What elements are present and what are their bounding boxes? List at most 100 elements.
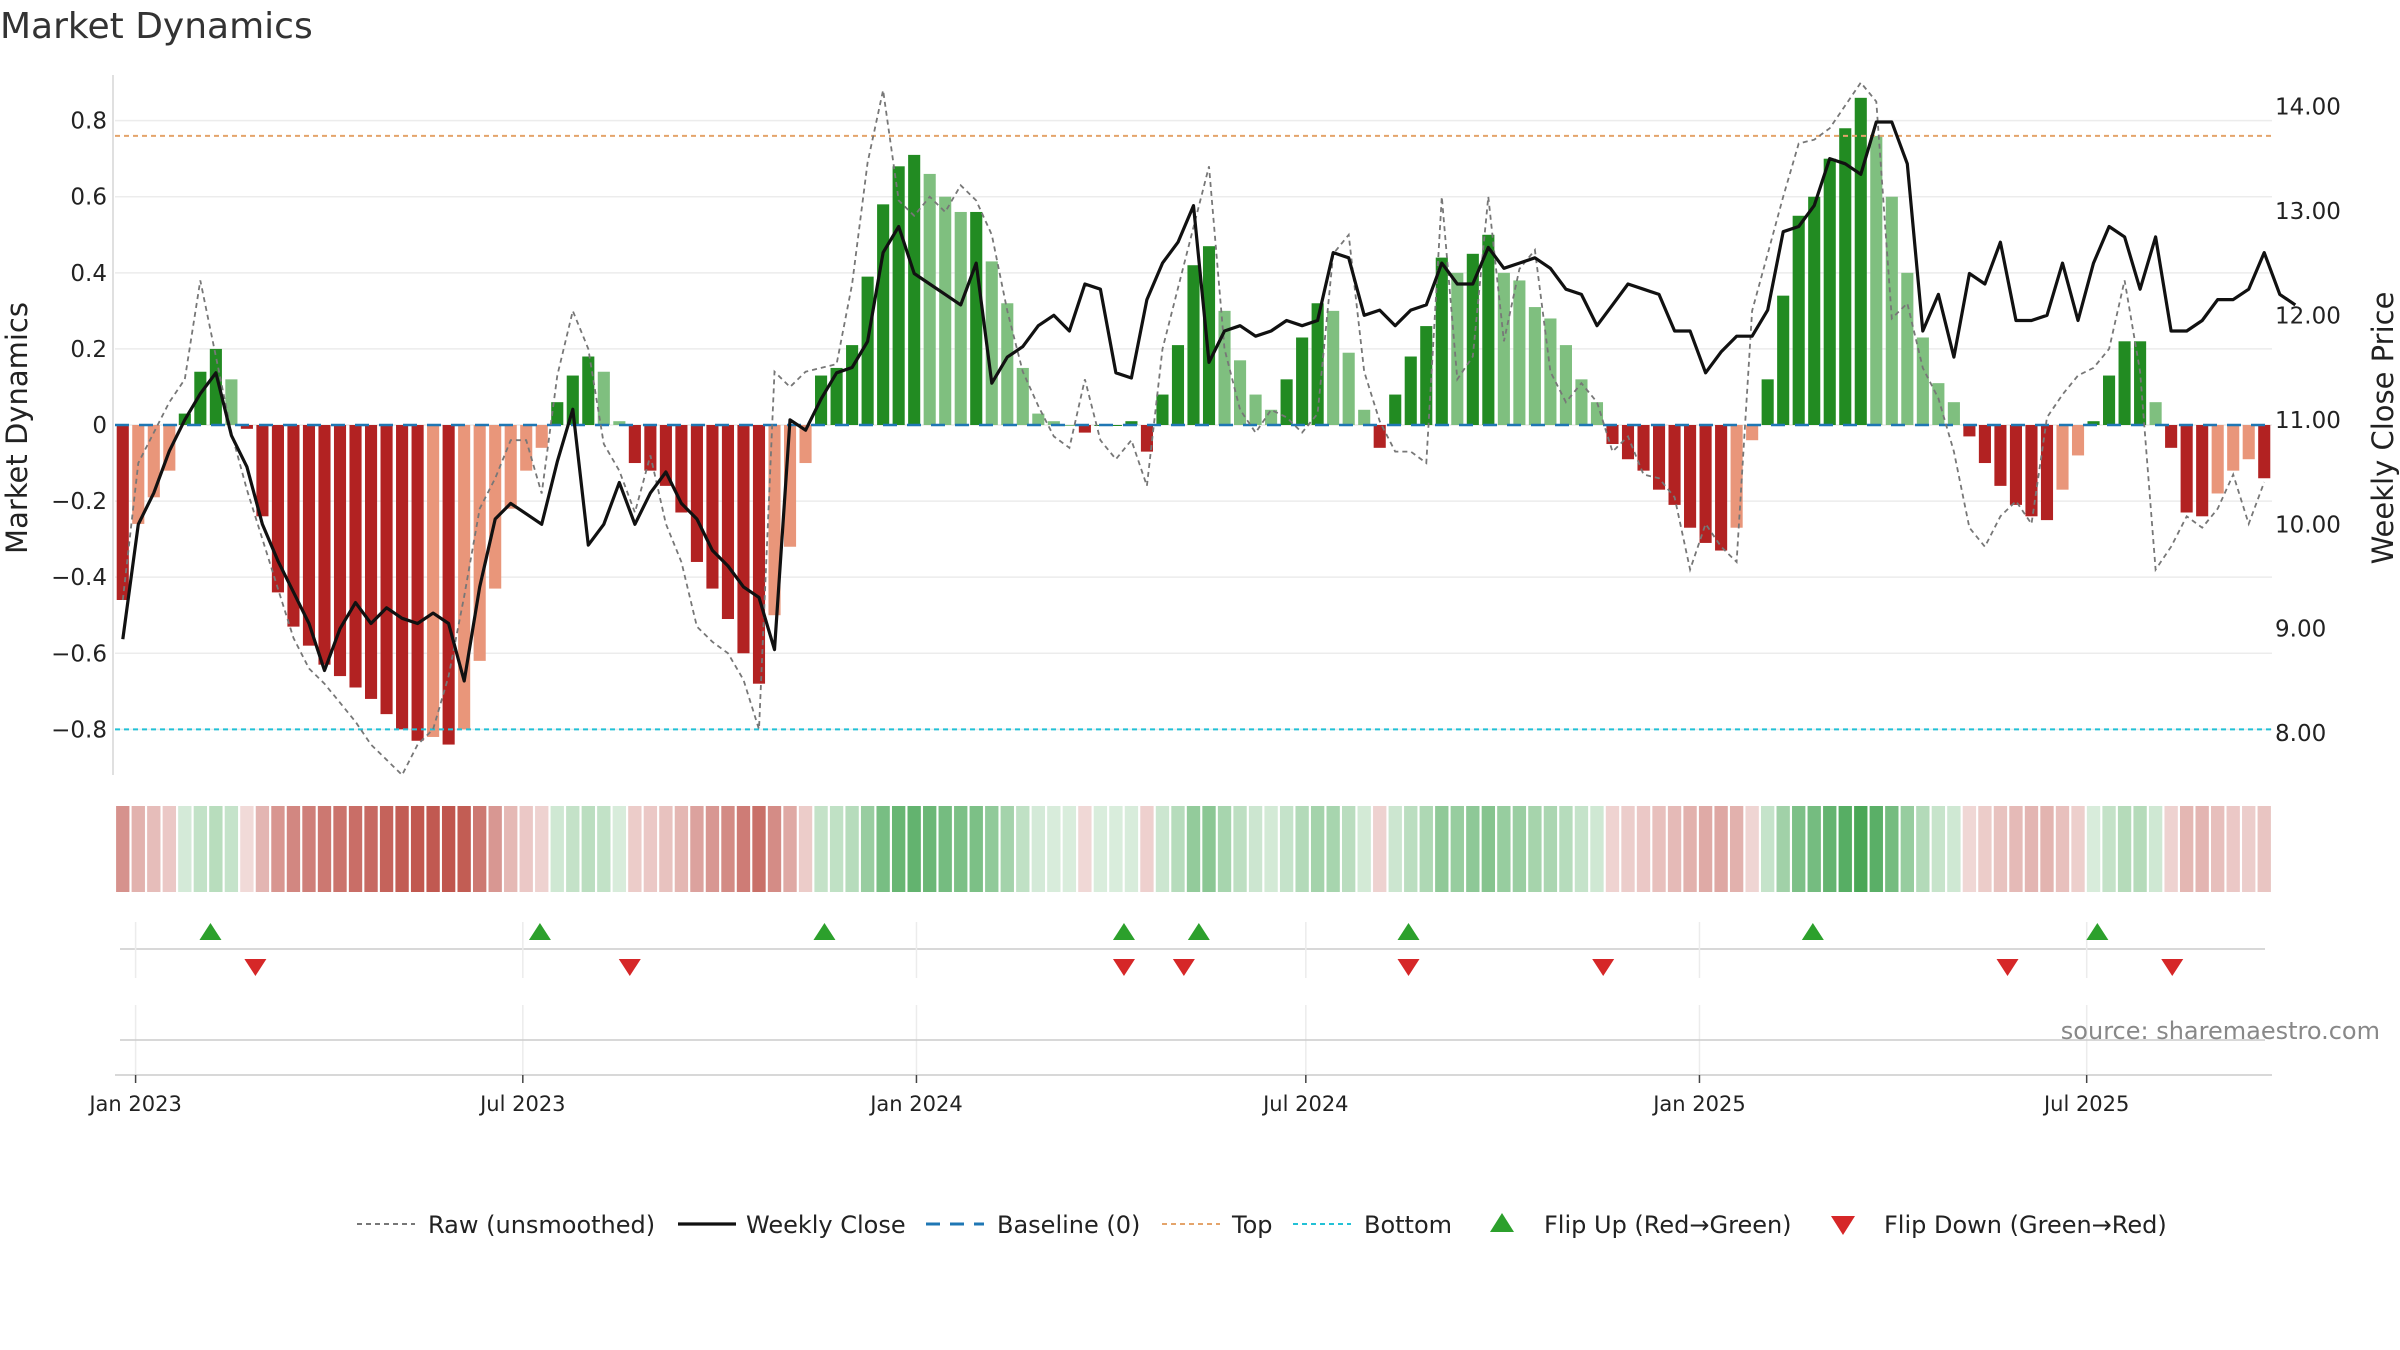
dynamics-bar <box>923 173 936 425</box>
legend-flip-down-icon <box>1831 1216 1855 1235</box>
heat-cell <box>2117 806 2132 892</box>
dynamics-bar <box>1404 356 1417 425</box>
heat-cell <box>674 806 689 892</box>
heat-cell <box>1016 806 1030 892</box>
dynamics-bar <box>1947 402 1960 425</box>
heat-cell <box>1962 806 1977 892</box>
heat-cell <box>876 806 890 892</box>
heat-cell <box>2086 806 2101 892</box>
heat-cell <box>379 806 394 892</box>
heat-cell <box>1155 806 1170 892</box>
dynamics-bar <box>1637 425 1650 471</box>
heat-cell <box>1140 806 1154 892</box>
heat-cell <box>348 806 363 892</box>
heat-cell <box>488 806 502 892</box>
dynamics-bar <box>1854 97 1867 426</box>
dynamics-bar <box>1777 295 1790 425</box>
heat-cell <box>938 806 952 892</box>
dynamics-bar <box>1823 158 1836 425</box>
dynamics-bar <box>799 425 812 464</box>
dynamics-bar <box>1668 425 1681 505</box>
heat-cell <box>1869 806 1883 892</box>
heat-cell <box>1279 806 1294 892</box>
heat-cell <box>2257 806 2271 892</box>
flip-up-marker <box>2086 923 2109 940</box>
y-tick-label: 0.8 <box>70 109 107 135</box>
heat-cell <box>2195 806 2209 892</box>
dynamics-bar <box>1016 367 1029 425</box>
dynamics-bar <box>1978 425 1991 464</box>
flip-up-marker <box>199 923 222 940</box>
dynamics-bar <box>442 425 455 745</box>
dynamics-bar <box>364 425 378 699</box>
heat-cell <box>1792 806 1806 892</box>
dynamics-bar <box>597 371 610 425</box>
heat-cell <box>690 806 704 892</box>
dynamics-bar <box>380 425 393 715</box>
y-tick-label: −0.6 <box>51 641 107 667</box>
heat-cell <box>2024 806 2039 892</box>
heat-cell <box>1109 806 1123 892</box>
heat-cell <box>1854 806 1868 892</box>
heat-cell <box>581 806 595 892</box>
heat-cell <box>907 806 921 892</box>
heat-cell <box>2211 806 2225 892</box>
dynamics-bar <box>908 154 921 426</box>
dynamics-bar <box>287 425 300 627</box>
dynamics-bar <box>2196 425 2209 517</box>
y-tick-label: −0.4 <box>51 565 107 591</box>
y-tick-label: 0 <box>92 413 107 439</box>
heat-cell <box>1419 806 1433 892</box>
x-tick-label: Jan 2023 <box>87 1092 182 1116</box>
heat-cell <box>2009 806 2023 892</box>
heat-cell <box>1264 806 1278 892</box>
heat-cell <box>1388 806 1402 892</box>
dynamics-bar <box>613 421 626 425</box>
dynamics-bar <box>1063 425 1076 426</box>
heat-cell <box>659 806 673 892</box>
heat-cell <box>472 806 487 892</box>
flip-down-marker <box>1592 959 1615 976</box>
dynamics-bar <box>1420 326 1433 425</box>
x-tick-label: Jan 2024 <box>868 1092 963 1116</box>
dynamics-bar <box>194 371 207 425</box>
heat-cell <box>566 806 580 892</box>
heat-cell <box>1559 806 1573 892</box>
heat-cell <box>1497 806 1511 892</box>
heat-cell <box>1745 806 1759 892</box>
heat-cell <box>457 806 471 892</box>
dynamics-bar <box>349 425 362 688</box>
y2-tick-label: 9.00 <box>2275 617 2326 643</box>
heat-cell <box>721 806 735 892</box>
heat-cell <box>1931 806 1946 892</box>
flip-down-marker <box>244 959 267 976</box>
flip-up-marker <box>813 923 836 940</box>
dynamics-bar <box>690 425 703 562</box>
heat-cell <box>1823 806 1837 892</box>
dynamics-bar <box>1746 425 1759 441</box>
heat-cell <box>798 806 813 892</box>
dynamics-bar <box>628 425 641 464</box>
heat-cell <box>860 806 875 892</box>
flip-up-marker <box>1397 923 1420 940</box>
dynamics-bar <box>2071 425 2085 456</box>
heat-cell <box>209 806 223 892</box>
y2-tick-label: 10.00 <box>2275 512 2341 538</box>
heat-cell <box>255 806 270 892</box>
dynamics-bar <box>116 425 129 600</box>
heat-cell <box>1435 806 1449 892</box>
heat-cell <box>845 806 859 892</box>
heat-cell <box>1621 806 1635 892</box>
dynamics-bar <box>396 425 409 730</box>
heat-cell <box>1093 806 1108 892</box>
dynamics-bar <box>659 425 672 486</box>
heat-cell <box>1667 806 1682 892</box>
dynamics-bar <box>1296 337 1309 425</box>
dynamics-bar <box>1590 402 1604 425</box>
flip-up-marker <box>1187 923 1210 940</box>
dynamics-bar <box>970 211 983 425</box>
dynamics-bar <box>147 425 160 498</box>
heat-cell <box>2102 806 2116 892</box>
dynamics-bar <box>1466 253 1479 425</box>
heat-cell <box>1062 806 1077 892</box>
